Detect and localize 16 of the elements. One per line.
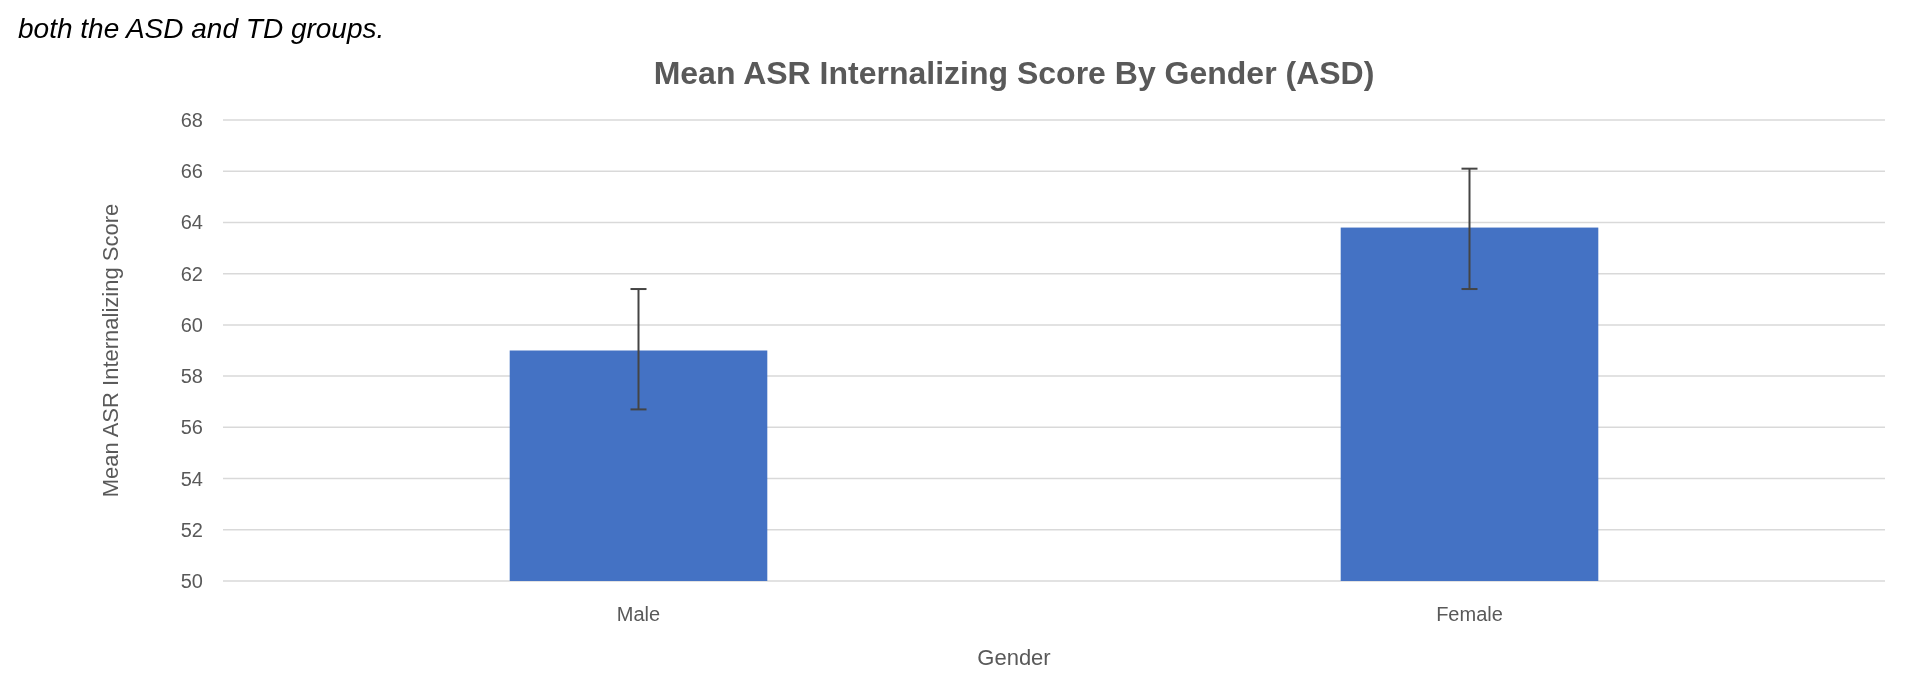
x-axis-title: Gender <box>977 645 1051 670</box>
y-tick-label: 60 <box>180 313 203 336</box>
y-tick-label: 56 <box>180 416 203 439</box>
y-tick-label: 64 <box>180 211 203 234</box>
x-tick-label: Male <box>616 603 661 625</box>
x-tick-label: Female <box>1436 603 1503 625</box>
y-tick-label: 62 <box>180 262 203 285</box>
y-tick-label: 58 <box>180 365 203 388</box>
y-tick-label: 50 <box>180 570 203 592</box>
text: both the ASD and TD groups. <box>18 13 385 44</box>
y-tick-label: 66 <box>180 160 203 183</box>
y-tick-label: 68 <box>180 109 203 131</box>
y-axis-title: Mean ASR Internalizing Score <box>98 203 123 498</box>
y-tick-label: 54 <box>180 467 203 490</box>
chart-title: Mean ASR Internalizing Score By Gender (ASD) <box>653 55 1375 91</box>
y-tick-label: 52 <box>180 518 203 541</box>
